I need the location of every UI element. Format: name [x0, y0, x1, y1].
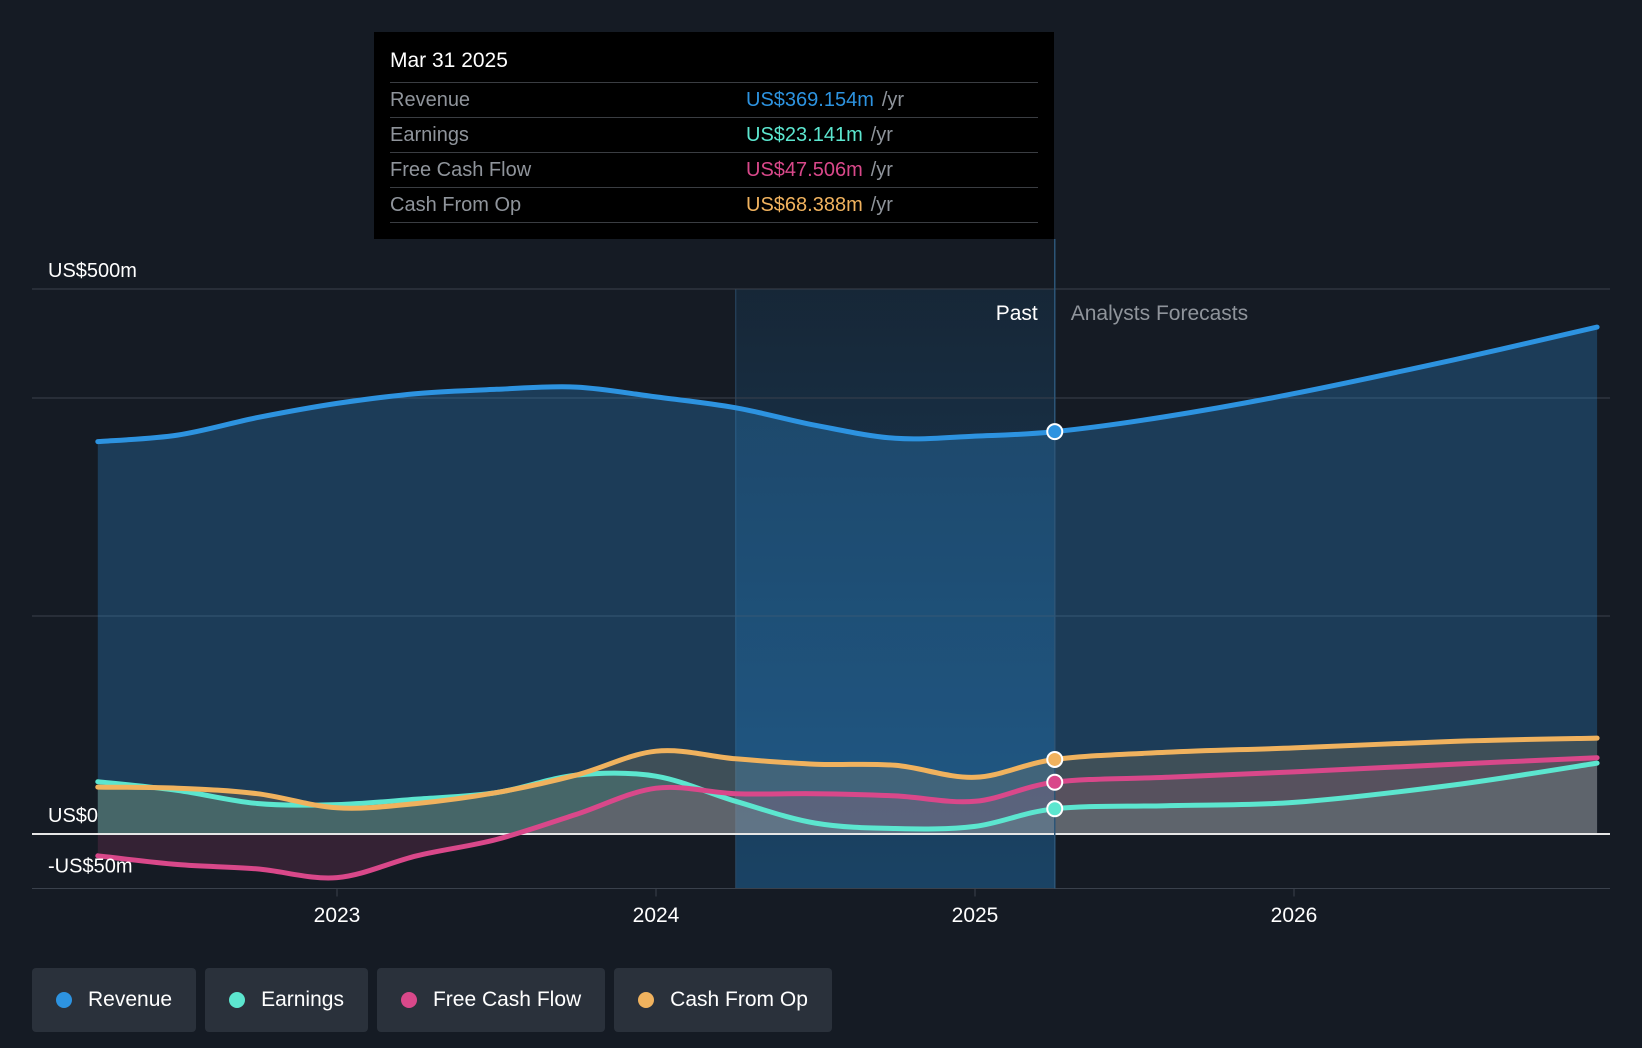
tooltip-unit: /yr — [870, 193, 893, 216]
tooltip: Mar 31 2025 Revenue US$369.154m /yr Earn… — [374, 32, 1054, 239]
marker-earnings — [1046, 800, 1064, 818]
x-tick-label: 2023 — [314, 904, 361, 927]
series-line-revenue — [95, 324, 1600, 445]
tooltip-row-earnings: Earnings US$23.141m /yr — [390, 117, 1038, 152]
tooltip-unit: /yr — [870, 158, 893, 181]
tooltip-unit: /yr — [870, 123, 893, 146]
legend-item-earnings[interactable]: Earnings — [205, 968, 368, 1032]
legend-dot-icon — [56, 992, 72, 1008]
tooltip-label: Revenue — [390, 88, 471, 111]
y-tick-label: US$500m — [48, 260, 137, 282]
area-revenue — [97, 327, 1598, 834]
tooltip-row-free-cash-flow: Free Cash Flow US$47.506m /yr — [390, 152, 1038, 187]
tooltip-value: US$68.388m — [746, 193, 863, 216]
legend-dot-icon — [400, 992, 417, 1008]
legend-dot-icon — [638, 992, 655, 1008]
area-earnings — [97, 763, 1598, 834]
tooltip-value: US$47.506m — [746, 158, 863, 181]
legend-label: Earnings — [261, 988, 344, 1011]
x-tick-label: 2025 — [952, 904, 999, 927]
legend-item-revenue[interactable]: Revenue — [32, 968, 197, 1032]
tooltip-label: Earnings — [390, 123, 469, 146]
marker-free-cash-flow — [1046, 773, 1064, 791]
tooltip-value: US$23.141m — [746, 123, 863, 146]
legend-label: Free Cash Flow — [432, 988, 582, 1011]
forecast-label: Analysts Forecasts — [1071, 302, 1248, 325]
tooltip-label: Cash From Op — [390, 193, 522, 216]
x-tick-label: 2024 — [633, 904, 680, 927]
tooltip-row-revenue: Revenue US$369.154m /yr — [390, 82, 1038, 117]
tooltip-row-cash-from-op: Cash From Op US$68.388m /yr — [390, 187, 1038, 223]
y-tick-label: US$0 — [48, 805, 98, 827]
past-label: Past — [996, 302, 1038, 325]
y-tick-label: -US$50m — [48, 856, 132, 878]
tooltip-unit: /yr — [881, 88, 905, 111]
marker-revenue — [1046, 423, 1064, 441]
legend-label: Cash From Op — [670, 988, 808, 1011]
legend-label: Revenue — [88, 988, 173, 1011]
series-line-free-cash-flow — [95, 755, 1600, 881]
past-region-band — [735, 289, 1055, 889]
tooltip-value: US$369.154m — [746, 88, 874, 111]
area-cash-from-op — [97, 738, 1598, 834]
legend-dot-icon — [229, 992, 246, 1008]
legend: Revenue Earnings Free Cash Flow Cash Fro… — [32, 968, 832, 1032]
area-free-cash-flow — [97, 757, 1598, 878]
legend-item-cash-from-op[interactable]: Cash From Op — [614, 968, 832, 1032]
legend-item-free-cash-flow[interactable]: Free Cash Flow — [376, 968, 606, 1032]
series-line-cash-from-op — [95, 735, 1600, 811]
tooltip-label: Free Cash Flow — [390, 158, 532, 181]
marker-cash-from-op — [1046, 750, 1064, 768]
series-line-earnings — [95, 760, 1600, 832]
tooltip-date: Mar 31 2025 — [390, 49, 508, 72]
x-tick-label: 2026 — [1271, 904, 1318, 927]
